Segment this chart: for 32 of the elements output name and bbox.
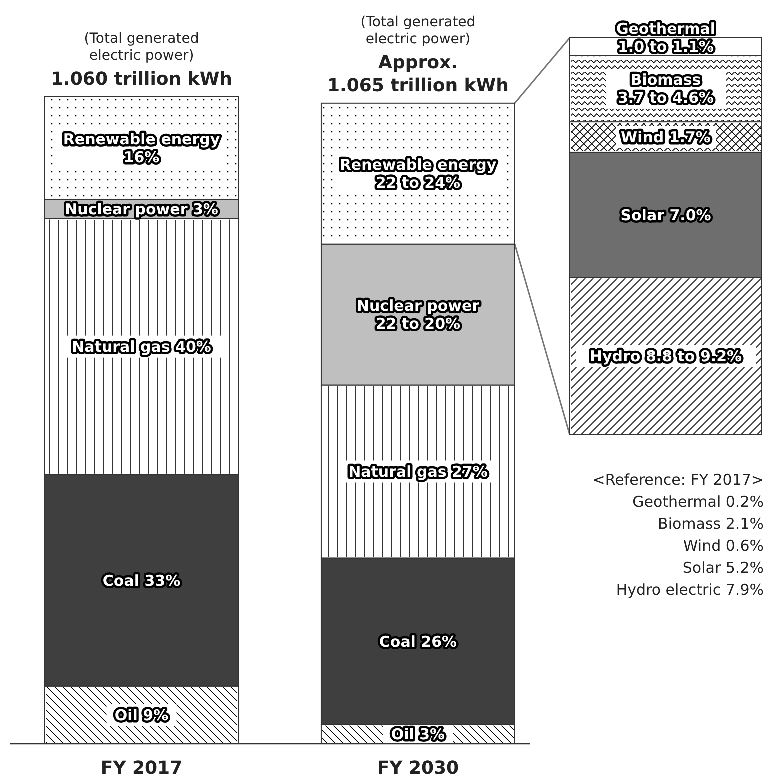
text: Hydro electric 7.9% bbox=[616, 581, 764, 599]
annotation: Approx. 1.065 trillion kWh bbox=[328, 52, 509, 96]
data-label: 22 to 24% bbox=[376, 174, 461, 192]
text: Wind 0.6% bbox=[683, 537, 764, 555]
text: Wind 1.7% bbox=[621, 128, 711, 146]
x-tick-label: FY 2017 bbox=[100, 758, 183, 779]
series-label: Renewable energy bbox=[63, 130, 220, 148]
text: <Reference: FY 2017> bbox=[592, 471, 764, 489]
series-label: Geothermal bbox=[616, 20, 716, 38]
text: Oil 3% bbox=[391, 726, 446, 744]
text: (Total generated electric power) bbox=[84, 31, 200, 64]
text: Coal 26% bbox=[379, 632, 458, 651]
x-tick-label: FY 2030 bbox=[377, 758, 460, 779]
text: Nuclear power 3% bbox=[65, 200, 218, 218]
data-label: 3.7 to 4.6% bbox=[618, 89, 714, 108]
text: Oil 9% bbox=[114, 706, 169, 724]
annotation: 1.060 trillion kWh bbox=[51, 69, 232, 90]
text: Solar 5.2% bbox=[682, 559, 764, 577]
data-label: 16% bbox=[124, 148, 160, 166]
text: Geothermal 0.2% bbox=[632, 493, 764, 511]
series-label: Biomass bbox=[630, 71, 702, 90]
series-label: Nuclear power bbox=[356, 297, 480, 316]
text: Biomass 2.1% bbox=[658, 515, 764, 533]
data-label: 1.0 to 1.1% bbox=[618, 38, 714, 56]
text: Natural gas 40% bbox=[72, 338, 212, 356]
text: Coal 33% bbox=[102, 572, 181, 590]
data-label: 22 to 20% bbox=[376, 315, 461, 334]
text: Natural gas 27% bbox=[348, 463, 488, 481]
text: Renewable energy bbox=[340, 156, 497, 174]
text: Solar 7.0% bbox=[620, 206, 712, 224]
text: (Total generated electric power) bbox=[360, 14, 476, 48]
text: Hydro 8.8 to 9.2% bbox=[590, 348, 742, 366]
